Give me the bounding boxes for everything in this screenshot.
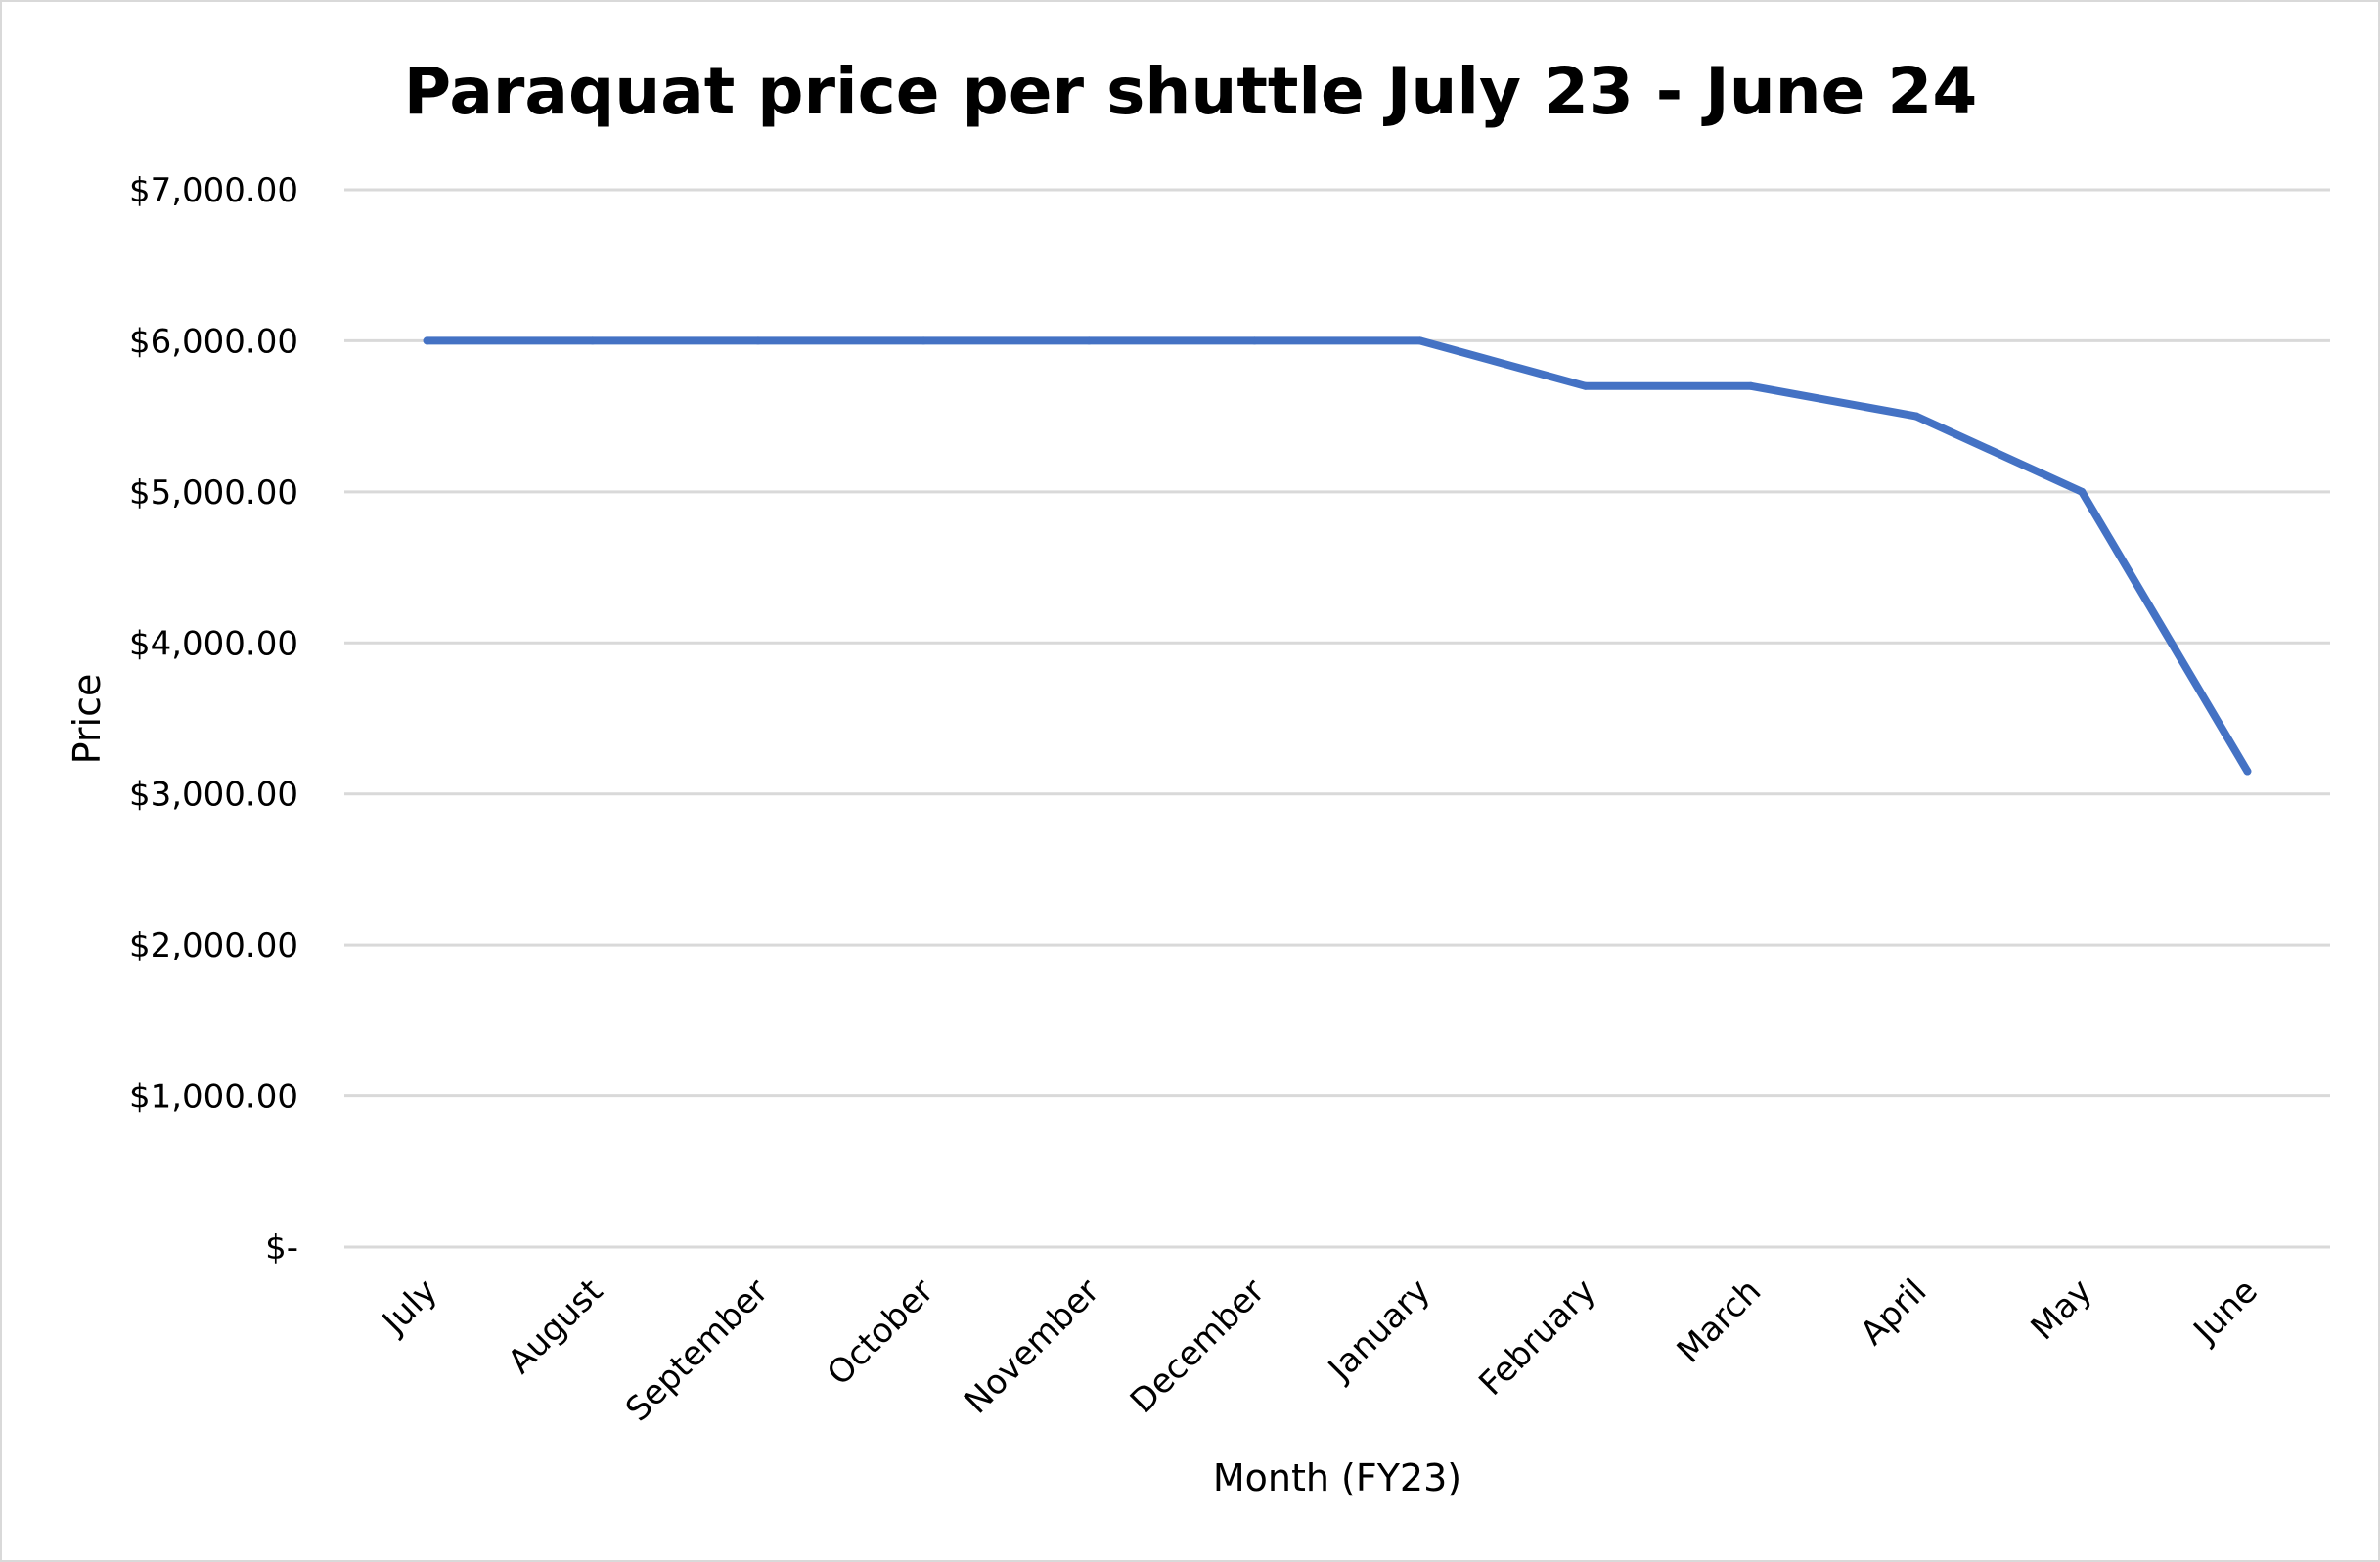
data-point <box>423 336 431 345</box>
data-point <box>1085 336 1094 345</box>
data-point <box>1415 336 1424 345</box>
y-tick-label: $4,000.00 <box>129 624 298 663</box>
x-tick-label: January <box>1320 1272 1438 1390</box>
y-tick-label: $2,000.00 <box>129 926 298 965</box>
x-axis-title: Month (FY23) <box>1213 1456 1461 1499</box>
y-tick-label: $7,000.00 <box>129 171 298 210</box>
x-tick-label: December <box>1123 1272 1273 1421</box>
x-tick-label: April <box>1853 1272 1934 1353</box>
x-axis-tick-labels: July August September October November Decemb… <box>374 1272 2266 1429</box>
x-tick-label: August <box>501 1272 610 1381</box>
y-tick-label: $1,000.00 <box>129 1078 298 1117</box>
x-tick-label: May <box>2024 1272 2100 1348</box>
x-tick-label: March <box>1670 1272 1770 1371</box>
series-line-0 <box>423 336 2252 776</box>
data-point <box>588 336 597 345</box>
x-tick-label: November <box>957 1272 1106 1421</box>
y-tick-label: $3,000.00 <box>129 776 298 815</box>
y-tick-label: $6,000.00 <box>129 322 298 361</box>
series-group <box>423 336 2252 776</box>
chart-title: Paraquat price per shuttle July 23 - Jun… <box>404 54 1978 129</box>
data-point <box>1912 412 1921 421</box>
y-axis-tick-labels: $- $1,000.00 $2,000.00 $3,000.00 $4,000.00 $5… <box>129 171 298 1268</box>
data-point <box>920 336 928 345</box>
x-tick-label: September <box>618 1272 776 1429</box>
data-point <box>1746 381 1755 390</box>
data-point <box>753 336 762 345</box>
data-point <box>2243 767 2252 776</box>
data-point <box>2078 487 2087 496</box>
y-axis-title: Price <box>66 674 109 765</box>
data-point <box>1250 336 1259 345</box>
y-tick-label: $5,000.00 <box>129 473 298 513</box>
data-point <box>1581 381 1590 390</box>
x-tick-label: October <box>820 1272 942 1394</box>
x-tick-label: February <box>1471 1272 1603 1404</box>
y-tick-label: $- <box>265 1228 298 1268</box>
gridlines <box>344 188 2330 1249</box>
x-tick-label: July <box>374 1272 445 1343</box>
x-tick-label: June <box>2185 1272 2266 1352</box>
